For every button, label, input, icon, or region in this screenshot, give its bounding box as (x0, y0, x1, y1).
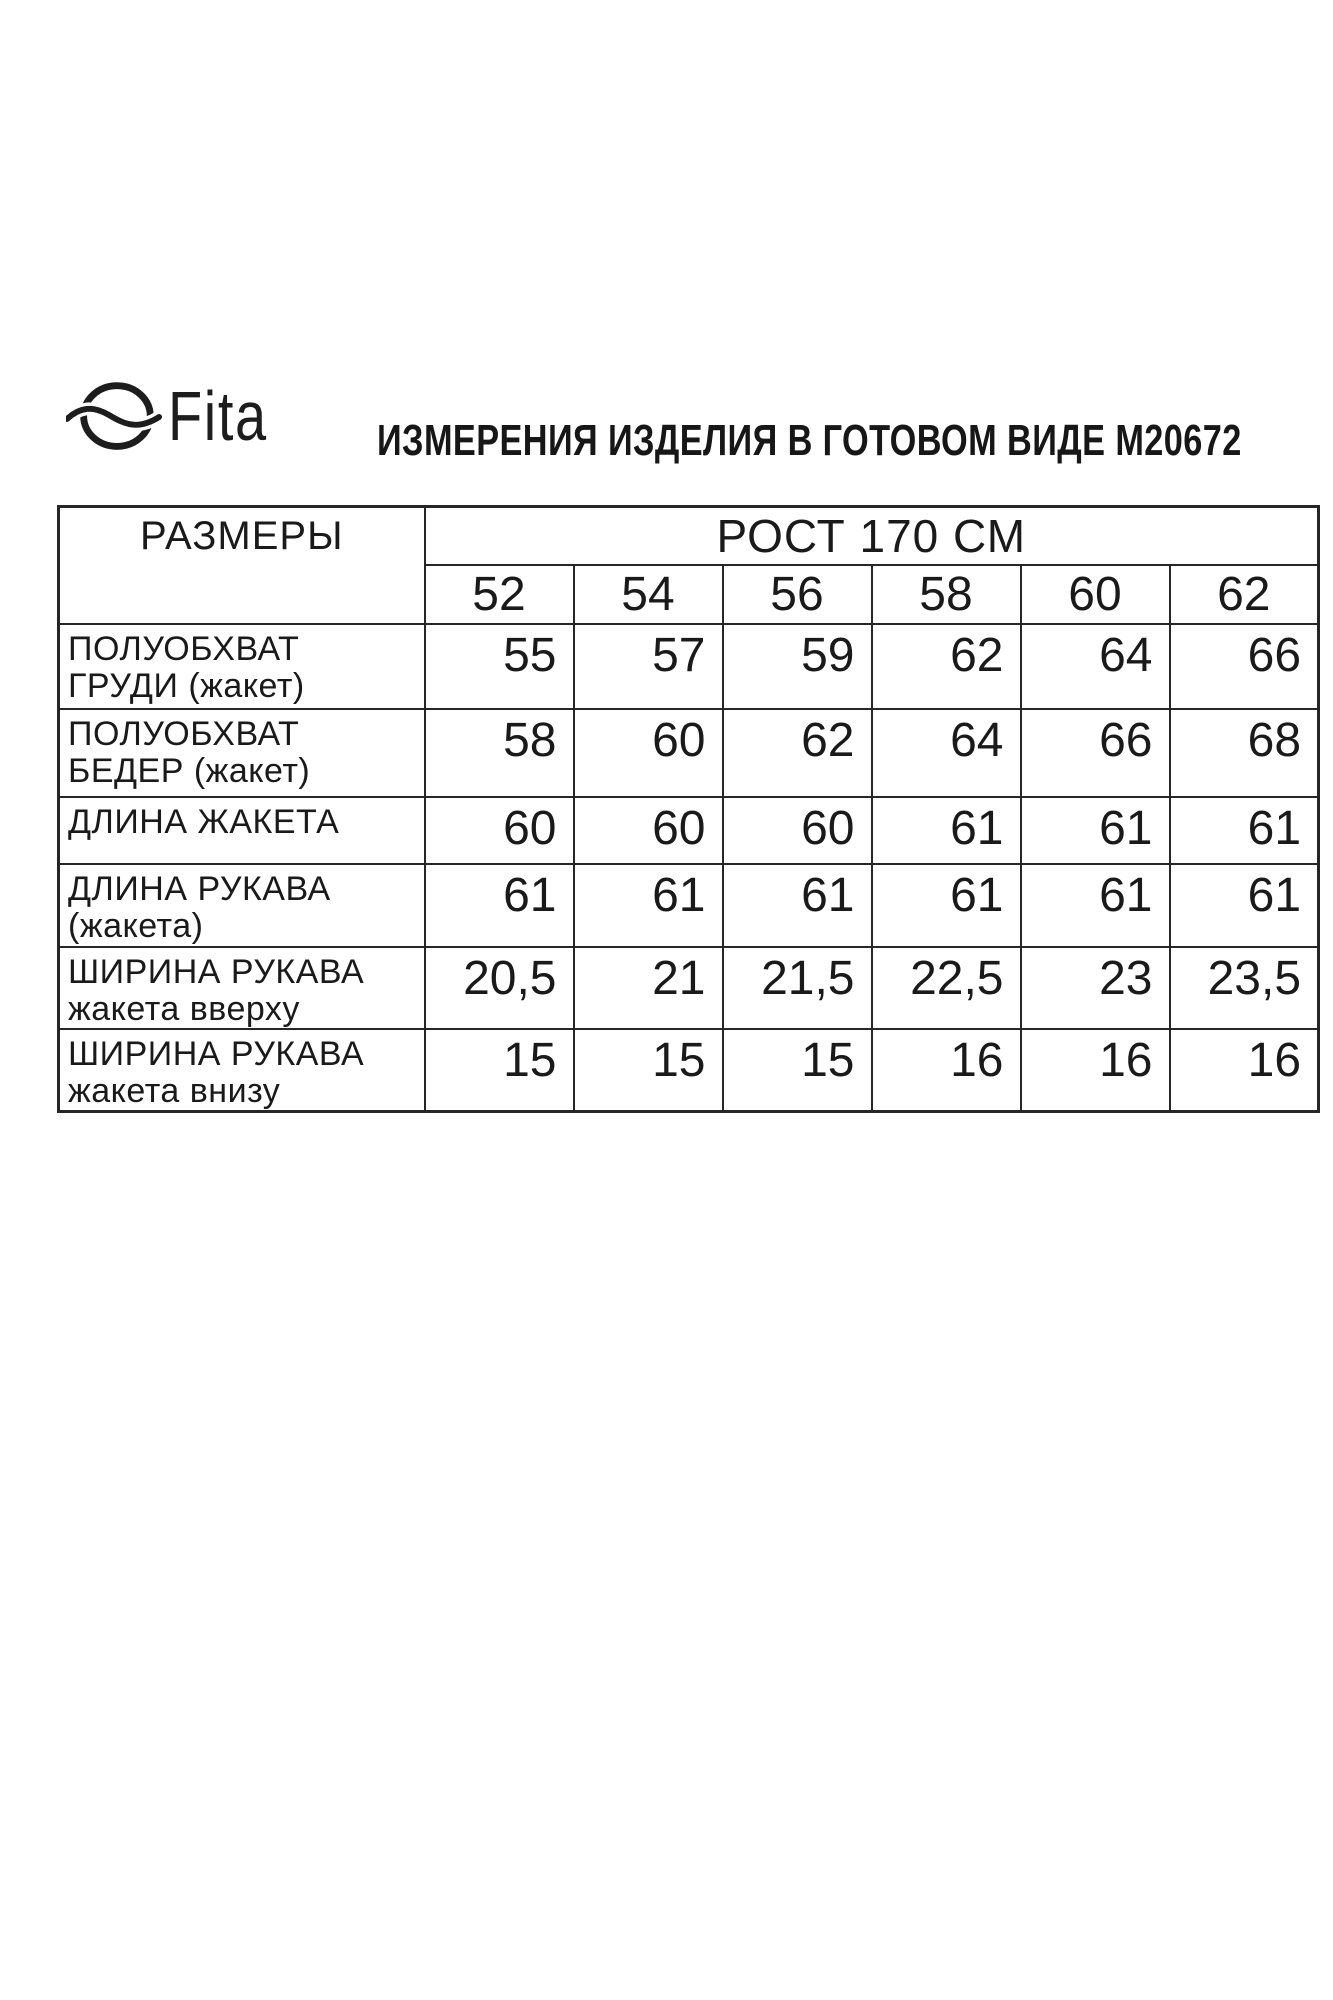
measurement-label: ДЛИНА РУКАВА (жакета) (57, 863, 426, 948)
measurement-value: 68 (1168, 708, 1320, 798)
size-column-header: 60 (1019, 564, 1171, 625)
measurement-value: 21 (572, 946, 724, 1030)
measurement-label-line: жакета вверху (68, 990, 300, 1028)
brand-name: Fita (168, 377, 268, 455)
table-row: ПОЛУОБХВАТ БЕДЕР (жакет) 58 60 62 64 66 68 (57, 708, 1320, 798)
measurement-label-line: ДЛИНА ЖАКЕТА (68, 803, 340, 841)
size-columns-row: 52 54 56 58 60 62 (59, 564, 1320, 625)
measurement-label: ШИРИНА РУКАВА жакета вверху (57, 946, 426, 1030)
measurement-label-line: (жакета) (68, 907, 204, 945)
measurement-label: ПОЛУОБХВАТ ГРУДИ (жакет) (57, 623, 426, 710)
measurement-label-line: ПОЛУОБХВАТ (68, 715, 300, 753)
measurement-value: 61 (870, 796, 1022, 865)
measurement-value: 15 (423, 1028, 575, 1113)
brand-logo (60, 378, 166, 456)
height-group-header: РОСТ 170 СМ (423, 505, 1320, 566)
size-column-header: 52 (423, 564, 575, 625)
measurement-value: 23 (1019, 946, 1171, 1030)
measurement-value: 60 (423, 796, 575, 865)
measurement-value: 55 (423, 623, 575, 710)
table-row: ШИРИНА РУКАВА жакета внизу 15 15 15 16 16 16 (57, 1028, 1320, 1113)
measurement-value: 57 (572, 623, 724, 710)
measurement-value: 58 (423, 708, 575, 798)
measurement-value: 15 (572, 1028, 724, 1113)
measurement-label-line: ПОЛУОБХВАТ (68, 630, 300, 668)
measurement-value: 64 (1019, 623, 1171, 710)
measurement-value: 16 (1168, 1028, 1320, 1113)
measurement-value: 61 (1168, 796, 1320, 865)
measurement-value: 15 (721, 1028, 873, 1113)
measurement-value: 62 (721, 708, 873, 798)
measurement-value: 60 (572, 796, 724, 865)
measurement-value: 22,5 (870, 946, 1022, 1030)
page-title: ИЗМЕРЕНИЯ ИЗДЕЛИЯ В ГОТОВОМ ВИДЕ М20672 (377, 416, 1242, 465)
measurement-label-line: БЕДЕР (жакет) (68, 752, 311, 790)
measurement-value: 62 (870, 623, 1022, 710)
measurement-value: 61 (721, 863, 873, 948)
measurement-value: 61 (572, 863, 724, 948)
measurement-value: 23,5 (1168, 946, 1320, 1030)
sizes-corner-header: РАЗМЕРЫ (57, 505, 426, 625)
measurement-value: 60 (572, 708, 724, 798)
size-column-header: 62 (1168, 564, 1320, 625)
measurement-value: 20,5 (423, 946, 575, 1030)
table-row: ДЛИНА РУКАВА (жакета) 61 61 61 61 61 61 (57, 863, 1320, 948)
measurement-label: ДЛИНА ЖАКЕТА (57, 796, 426, 865)
page-header: Fita ИЗМЕРЕНИЯ ИЗДЕЛИЯ В ГОТОВОМ ВИДЕ М2… (0, 0, 1333, 465)
table-row: ШИРИНА РУКАВА жакета вверху 20,5 21 21,5 22,5… (57, 946, 1320, 1030)
measurement-label-line: ШИРИНА РУКАВА (68, 953, 365, 991)
measurement-value: 16 (870, 1028, 1022, 1113)
measurement-label: ПОЛУОБХВАТ БЕДЕР (жакет) (57, 708, 426, 798)
measurement-value: 64 (870, 708, 1022, 798)
ellipse-wave-icon (60, 382, 166, 450)
measurement-value: 61 (1168, 863, 1320, 948)
measurement-label-line: ГРУДИ (жакет) (68, 667, 305, 705)
measurement-value: 66 (1019, 708, 1171, 798)
measurement-label-line: жакета внизу (68, 1072, 281, 1110)
measurement-label-line: ШИРИНА РУКАВА (68, 1035, 365, 1073)
table-row: ПОЛУОБХВАТ ГРУДИ (жакет) 55 57 59 62 64 66 (57, 623, 1320, 710)
table-row: ДЛИНА ЖАКЕТА 60 60 60 61 61 61 (57, 796, 1320, 865)
measurement-value: 61 (870, 863, 1022, 948)
measurement-label-line: ДЛИНА РУКАВА (68, 870, 331, 908)
measurement-value: 66 (1168, 623, 1320, 710)
size-column-header: 56 (721, 564, 873, 625)
measurement-label: ШИРИНА РУКАВА жакета внизу (57, 1028, 426, 1113)
header-row: РАЗМЕРЫ РОСТ 170 СМ (57, 505, 1320, 625)
measurement-value: 61 (1019, 796, 1171, 865)
measurement-value: 61 (1019, 863, 1171, 948)
measurements-table: РАЗМЕРЫ РОСТ 170 СМ 52 54 56 58 60 62 ПОЛУОБХ… (57, 505, 1321, 1113)
measurement-value: 16 (1019, 1028, 1171, 1113)
size-column-header: 54 (572, 564, 724, 625)
size-column-header: 58 (870, 564, 1022, 625)
measurement-value: 59 (721, 623, 873, 710)
measurement-value: 61 (423, 863, 575, 948)
measurement-value: 21,5 (721, 946, 873, 1030)
measurement-value: 60 (721, 796, 873, 865)
